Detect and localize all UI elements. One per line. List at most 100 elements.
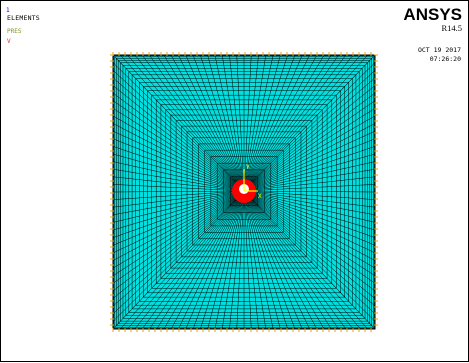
mesh-radial-line [171,54,242,186]
mesh-radial-line [249,196,376,330]
mesh-radial-line [249,146,376,190]
mesh-radial-line [112,130,239,189]
mesh-radial-line [246,54,325,186]
mesh-radial-line [246,196,325,330]
mesh-radial-line [247,54,347,186]
mesh-radial-line [249,191,376,200]
mesh-radial-line [245,54,281,186]
mesh-radial-line [127,196,240,330]
mesh-radial-line [249,54,376,186]
mesh-radial-line [244,54,267,186]
mesh-radial-line [249,192,376,238]
mesh-radial-line [246,54,303,186]
mesh-radial-line [112,176,239,191]
mesh-radial-line [112,192,239,246]
mesh-radial-line [229,54,244,186]
mesh-radial-line [112,195,239,307]
mesh-radial-line [249,168,376,191]
mesh-radial-line [112,161,239,191]
mesh-radial-line [249,153,376,190]
coordinate-triad-icon: YX [243,164,262,200]
mesh-radial-line [112,193,239,269]
mesh-radial-line [207,196,243,330]
mesh-radial-line [249,192,376,223]
mesh-radial-line [249,193,376,261]
mesh-radial-line [249,195,376,314]
arrow-label: V [7,38,11,45]
plot-time: 07:26:20 [429,55,461,63]
mesh-radial-line [120,196,240,330]
mesh-radial-line [246,54,310,186]
mesh-radial-line [245,196,281,330]
mesh-radial-line [245,196,296,330]
mesh-radial-line [112,193,239,261]
mesh-radial-line [214,54,244,186]
mesh-radial-line [112,77,239,187]
mesh-radial-line [249,195,376,299]
mesh-radial-line [244,196,274,330]
mesh-radial-line [248,54,368,186]
mesh-radial-line [249,123,376,189]
mesh-radial-line [112,196,239,330]
mesh-radial-line [246,196,317,330]
mesh-radial-line [156,196,241,330]
mesh-radial-line [112,194,239,292]
mesh-radial-line [244,196,259,330]
mesh-radial-line [192,196,243,330]
mesh-radial-line [112,194,239,276]
mesh-radial-line [214,196,244,330]
mesh-radial-line [112,138,239,190]
mesh-radial-line [249,193,376,254]
mesh-radial-line [112,193,239,254]
mesh-radial-line [112,123,239,189]
mesh-radial-line [112,190,239,193]
mesh-radial-line [249,196,376,322]
mesh-radial-line [247,196,347,330]
mesh-radial-line [249,92,376,188]
mesh-radial-line [112,146,239,190]
mesh-radial-line [248,196,354,330]
boundary-markers [110,52,378,332]
mesh-radial-line [112,191,239,216]
mesh-radial-line [229,196,244,330]
mesh-radial-line [249,130,376,189]
mesh-radial-line [249,184,376,191]
mesh-radial-line [134,54,240,186]
mesh-radial-line [249,194,376,292]
brand-name: ANSYS [403,5,462,24]
mesh-radial-line [112,153,239,190]
mesh-radial-line [244,196,267,330]
mesh-radial-line [249,85,376,187]
mesh-radial-line [112,85,239,187]
mesh-radial-line [171,196,242,330]
mesh-radial-line [185,196,242,330]
mesh-radial-line [112,100,239,188]
mesh-radial-line [249,176,376,191]
mesh-radial-line [112,191,239,208]
mesh-radial-line [112,195,239,299]
mesh-radial-line [163,54,242,186]
mesh-radial-line [247,54,339,186]
mesh-radial-line [112,54,239,186]
mesh-radial-line [178,54,242,186]
mesh-radial-line [200,54,243,186]
mesh-radial-line [207,54,243,186]
mesh-radial-line [112,192,239,231]
mesh-radial-line [112,92,239,188]
mesh-radial-line [249,62,376,187]
mesh-radial-line [249,191,376,208]
mesh-radial-line [249,100,376,188]
mesh-radial-line [244,196,252,330]
mesh-radial-line [245,54,288,186]
mesh-radial-line [221,54,244,186]
mesh-grid-lines [112,54,376,330]
mesh-radial-line [246,196,310,330]
mesh-radial-line [249,77,376,187]
mesh-radial-line [221,196,244,330]
mesh-radial-line [244,54,259,186]
mesh-radial-line [249,195,376,307]
mesh-radial-line [249,115,376,189]
mesh-radial-line [249,194,376,276]
